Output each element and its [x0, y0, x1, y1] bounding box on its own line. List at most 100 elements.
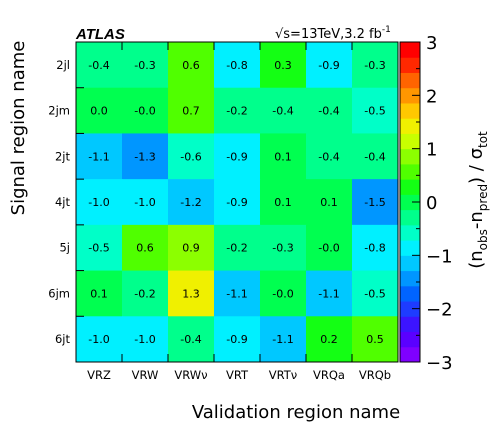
cell-value-label: -0.4	[318, 105, 339, 118]
cell-value-label: -1.3	[134, 150, 155, 163]
heatmap-cell	[260, 179, 307, 226]
cell-value-label: 0.6	[182, 59, 200, 72]
cell-value-label: -0.8	[226, 59, 247, 72]
cell-value-label: -0.6	[180, 150, 201, 163]
colorbar-segment	[400, 285, 420, 302]
cell-value-label: -1.1	[226, 287, 247, 300]
heatmap-cell	[168, 224, 215, 272]
heatmap-cell	[306, 42, 353, 89]
y-tick-label: 4jt	[55, 195, 71, 209]
colorbar-tick-label: 3	[426, 33, 437, 54]
x-tick-label: VRZ	[87, 368, 111, 382]
x-tick-label: VRWν	[174, 368, 207, 382]
heatmap-value-labels: -0.4 -0.3 0.6 -0.8 0.3 -0.9 -0.3 0.0 -0.0 0.7 -0.2…	[88, 59, 385, 346]
heatmap-cell	[76, 179, 123, 226]
y-tick-label: 5j	[59, 241, 70, 255]
heatmap-cell	[76, 42, 123, 89]
cell-value-label: -0.4	[272, 105, 293, 118]
colorbar-segment	[400, 42, 420, 58]
heatmap-cell	[214, 224, 261, 272]
colorbar	[399, 41, 421, 363]
heatmap-cell	[76, 316, 123, 363]
heatmap-cell	[352, 179, 399, 226]
colorbar-tick-label: 1	[426, 140, 437, 161]
heatmap-cell	[306, 87, 353, 134]
colorbar-segment	[400, 102, 420, 119]
colorbar-segment	[400, 255, 420, 272]
y-tick-label: 6jm	[48, 286, 70, 300]
cell-value-label: -0.5	[364, 287, 385, 300]
cell-value-label: -1.5	[364, 196, 385, 209]
cell-value-label: -0.0	[272, 287, 293, 300]
y-tick-label: 6jt	[55, 332, 71, 346]
cell-value-label: 0.1	[90, 287, 108, 300]
cell-value-label: 0.2	[320, 333, 338, 346]
colorbar-segment	[400, 72, 420, 89]
x-tick-label: VRT	[226, 368, 249, 382]
heatmap-cell	[76, 270, 123, 317]
colorbar-tick-label: −2	[426, 300, 453, 321]
colorbar-tick-label: 0	[426, 193, 437, 214]
colorbar-tick-label: −1	[426, 246, 453, 267]
y-tick-label: 2jt	[55, 149, 71, 163]
heatmap-cell	[122, 133, 169, 180]
x-tick-label: VRQb	[359, 368, 391, 382]
colorbar-segment	[400, 301, 420, 317]
heatmap-cell	[76, 87, 123, 134]
plot-frame	[75, 41, 399, 363]
heatmap-cell	[260, 87, 307, 134]
heatmap-cell	[214, 87, 261, 134]
cell-value-label: -0.2	[134, 287, 155, 300]
heatmap-cell	[214, 316, 261, 363]
cell-value-label: -0.9	[226, 196, 247, 209]
cell-value-label: -0.9	[226, 333, 247, 346]
colorbar-segment	[400, 179, 420, 195]
colorbar-tick-label: 2	[426, 86, 437, 107]
heatmap-cell	[306, 179, 353, 226]
heatmap-cells	[76, 42, 399, 363]
cell-value-label: 0.7	[182, 105, 200, 118]
axis-ticks	[76, 42, 353, 362]
colorbar-tick-label: −3	[426, 353, 453, 374]
heatmap-cell	[214, 42, 261, 89]
heatmap-cell	[122, 179, 169, 226]
heatmap-cell	[352, 42, 399, 89]
colorbar-segment	[400, 87, 420, 104]
cell-value-label: -0.4	[88, 59, 109, 72]
heatmap-cell	[214, 133, 261, 180]
cell-value-label: -0.2	[226, 242, 247, 255]
colorbar-segment	[400, 133, 420, 150]
cell-value-label: 1.3	[182, 287, 200, 300]
heatmap-cell	[214, 179, 261, 226]
colorbar-segment	[400, 118, 420, 134]
heatmap-cell	[306, 133, 353, 180]
heatmap-cell	[168, 42, 215, 89]
colorbar-segment	[400, 209, 420, 226]
cell-value-label: -0.9	[226, 150, 247, 163]
heatmap-cell	[260, 133, 307, 180]
heatmap-cell	[260, 42, 307, 89]
x-axis-title: Validation region name	[192, 402, 400, 423]
cell-value-label: -0.8	[364, 242, 385, 255]
cell-value-label: -1.1	[88, 150, 109, 163]
cell-value-label: -0.5	[88, 242, 109, 255]
colorbar-segment	[400, 331, 420, 348]
cell-value-label: -1.0	[134, 196, 155, 209]
heatmap-cell	[168, 179, 215, 226]
y-tick-label: 2jl	[56, 58, 70, 72]
cell-value-label: -0.5	[364, 105, 385, 118]
x-tick-label: VRQa	[313, 368, 345, 382]
cell-value-label: -1.0	[88, 196, 109, 209]
y-axis-title: Signal region name	[8, 41, 29, 216]
cell-value-label: -1.1	[272, 333, 293, 346]
cell-value-label: 0.1	[320, 196, 338, 209]
x-tick-label: VRTν	[269, 368, 297, 382]
colorbar-segment	[400, 316, 420, 333]
cell-value-label: -0.4	[318, 150, 339, 163]
cell-value-label: -0.4	[364, 150, 385, 163]
heatmap-cell	[352, 87, 399, 134]
heatmap-cell	[306, 316, 353, 363]
cell-value-label: -0.3	[134, 59, 155, 72]
cell-value-label: 0.9	[182, 242, 200, 255]
